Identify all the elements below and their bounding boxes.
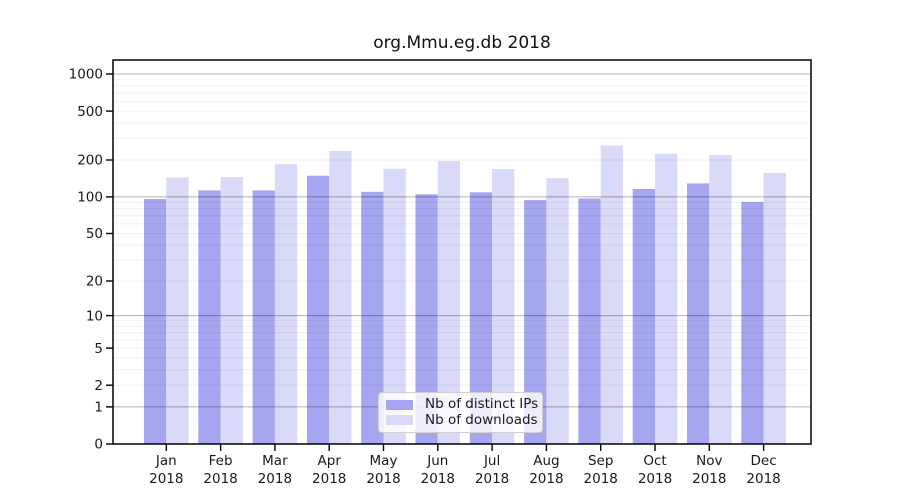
bar-jun-downloads	[437, 161, 461, 444]
x-tick-label-year: 2018	[475, 471, 509, 487]
bar-oct-distinct-ips	[632, 189, 655, 444]
bar-aug-distinct-ips	[524, 200, 547, 444]
x-tick-label-year: 2018	[638, 471, 672, 487]
x-tick-label-year: 2018	[203, 471, 237, 487]
y-tick-label: 20	[86, 274, 103, 290]
bar-apr-downloads	[329, 151, 352, 444]
y-tick-label: 1000	[69, 67, 103, 83]
y-tick-label: 50	[86, 226, 103, 242]
legend-label-downloads: Nb of downloads	[425, 411, 538, 428]
x-tick-label-month: May	[370, 453, 398, 469]
legend-row-distinct-ips: Nb of distinct IPs	[386, 397, 538, 412]
bar-nov-distinct-ips	[687, 183, 710, 444]
y-tick-label: 2	[94, 378, 103, 394]
x-tick-label-month: Apr	[318, 453, 342, 469]
bar-oct-downloads	[655, 153, 678, 444]
x-tick-label-year: 2018	[258, 471, 292, 487]
bar-jul-distinct-ips	[469, 192, 493, 444]
y-tick-label: 0	[94, 437, 103, 453]
bar-apr-distinct-ips	[306, 175, 330, 444]
bar-sep-distinct-ips	[578, 198, 601, 444]
bar-jan-downloads	[166, 177, 189, 444]
x-tick-label-year: 2018	[692, 471, 726, 487]
y-tick-label: 1	[94, 400, 103, 416]
bar-jan-distinct-ips	[144, 199, 167, 444]
bar-sep-downloads	[600, 145, 623, 444]
bar-mar-downloads	[274, 164, 298, 444]
y-tick-label: 5	[94, 341, 103, 357]
bar-feb-distinct-ips	[198, 190, 221, 444]
y-tick-label: 500	[77, 104, 103, 120]
bar-jun-distinct-ips	[415, 194, 438, 444]
x-tick-label-month: Dec	[751, 453, 777, 469]
bar-feb-downloads	[220, 177, 243, 444]
bar-aug-downloads	[546, 178, 569, 444]
x-tick-label-year: 2018	[366, 471, 400, 487]
x-tick-label-year: 2018	[584, 471, 618, 487]
chart-title: org.Mmu.eg.db 2018	[373, 33, 551, 53]
x-tick-label-month: Aug	[533, 453, 559, 469]
x-tick-label-year: 2018	[529, 471, 563, 487]
legend-label-distinct-ips: Nb of distinct IPs	[425, 396, 539, 412]
x-tick-label-month: Mar	[262, 453, 288, 469]
bar-may-distinct-ips	[361, 191, 384, 444]
plot-border	[112, 59, 812, 445]
bar-jul-downloads	[492, 169, 515, 444]
bar-mar-distinct-ips	[252, 190, 275, 444]
legend-row-downloads: Nb of downloads	[386, 413, 538, 428]
bar-nov-downloads	[709, 154, 732, 444]
x-tick-label-year: 2018	[149, 471, 183, 487]
x-tick-label-month: Oct	[643, 453, 666, 469]
bar-dec-distinct-ips	[741, 201, 764, 444]
legend: Nb of distinct IPs Nb of downloads	[378, 392, 543, 433]
x-tick-label-year: 2018	[421, 471, 455, 487]
y-tick-label: 100	[77, 190, 103, 206]
x-tick-label-month: Feb	[209, 453, 233, 469]
y-tick-label: 200	[77, 153, 103, 169]
x-tick-label-month: Jul	[483, 453, 500, 469]
y-tick-label: 10	[86, 308, 103, 324]
legend-swatch-downloads	[386, 415, 413, 426]
x-tick-label-year: 2018	[312, 471, 346, 487]
bar-may-downloads	[383, 168, 406, 444]
x-tick-label-month: Jun	[426, 453, 448, 469]
x-tick-label-month: Sep	[588, 453, 613, 469]
x-tick-label-month: Nov	[696, 453, 722, 469]
x-tick-label-year: 2018	[746, 471, 780, 487]
bar-dec-downloads	[763, 172, 786, 444]
legend-swatch-distinct-ips	[386, 399, 413, 410]
x-tick-label-month: Jan	[155, 453, 177, 469]
